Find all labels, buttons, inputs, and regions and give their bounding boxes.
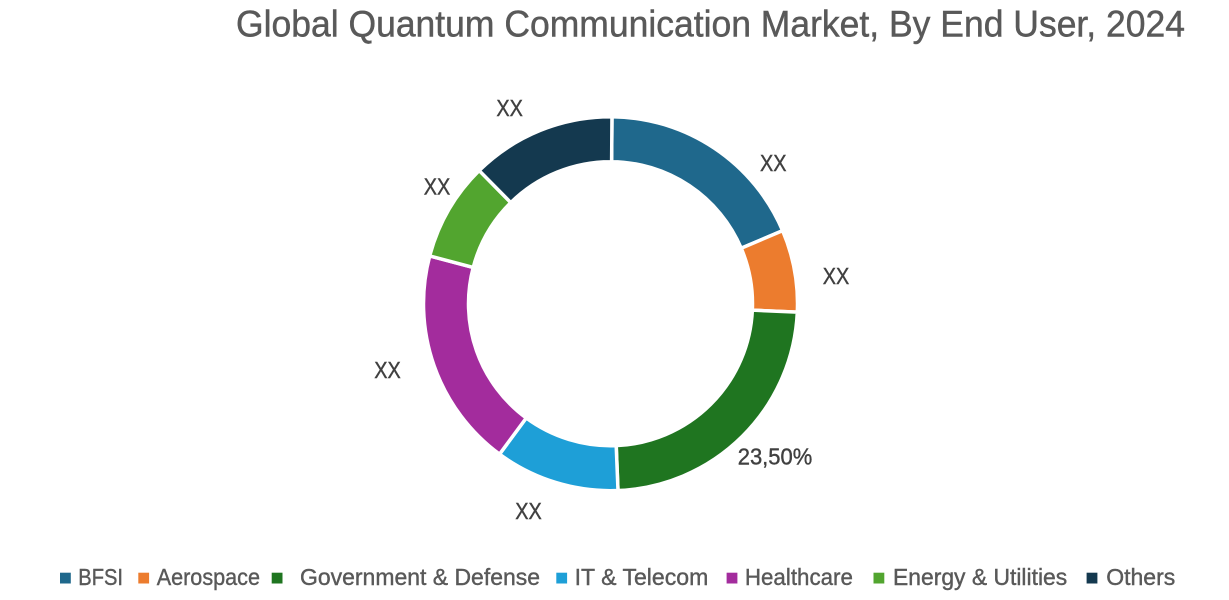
svg-text:XX: XX: [515, 498, 542, 524]
svg-text:XX: XX: [496, 95, 523, 121]
svg-text:IT & Telecom: IT & Telecom: [575, 564, 709, 590]
svg-text:XX: XX: [424, 173, 451, 199]
svg-text:XX: XX: [760, 150, 787, 176]
svg-text:Aerospace: Aerospace: [157, 564, 260, 590]
svg-text:Global Quantum Communication M: Global Quantum Communication Market, By …: [236, 4, 1185, 45]
svg-text:Others: Others: [1106, 564, 1175, 590]
svg-text:Government & Defense: Government & Defense: [300, 564, 540, 590]
svg-text:Energy & Utilities: Energy & Utilities: [893, 564, 1067, 590]
svg-text:Healthcare: Healthcare: [745, 564, 853, 590]
svg-text:XX: XX: [374, 357, 401, 383]
svg-text:BFSI: BFSI: [78, 564, 123, 590]
svg-text:23,50%: 23,50%: [738, 444, 813, 470]
svg-text:XX: XX: [823, 263, 850, 289]
